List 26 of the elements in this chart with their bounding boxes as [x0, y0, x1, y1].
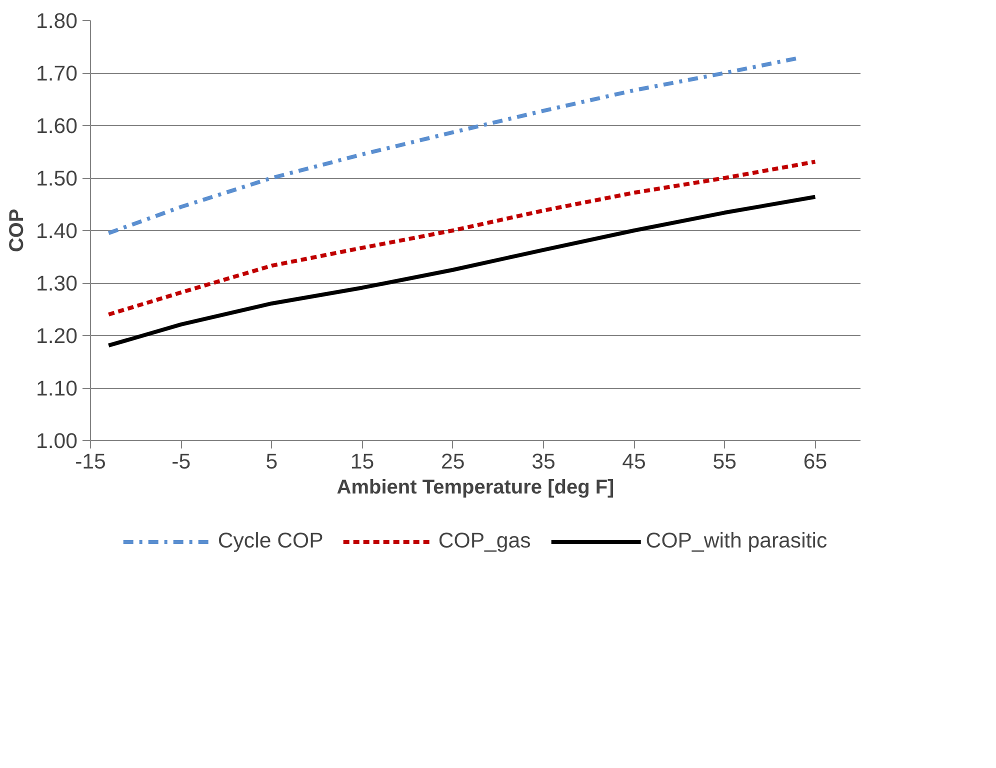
y-axis-title: COP [6, 208, 28, 252]
x-tick-label: 55 [712, 450, 736, 474]
y-tick-label: 1.20 [36, 324, 78, 348]
line-series [106, 160, 818, 316]
x-tick-label: 25 [440, 450, 465, 474]
x-tick-label: -5 [172, 450, 191, 474]
x-tick-label: 5 [266, 450, 278, 474]
x-tick-label: 65 [803, 450, 828, 474]
y-tick-label: 1.00 [36, 429, 78, 453]
legend-label: COP_with parasitic [646, 528, 828, 554]
legend-label: Cycle COP [218, 528, 324, 554]
x-axis-title: Ambient Temperature [deg F] [336, 476, 614, 498]
line-series [106, 194, 818, 348]
y-tick-label: 1.60 [36, 114, 78, 138]
y-tick-label: 1.50 [36, 166, 78, 190]
line-series [106, 56, 800, 236]
y-tick-label: 1.80 [36, 9, 78, 33]
y-tick-label: 1.30 [36, 272, 78, 296]
legend-label: COP_gas [438, 528, 531, 554]
y-tick-label: 1.70 [36, 62, 78, 86]
x-tick-label: 15 [350, 450, 374, 474]
y-tick-label: 1.10 [36, 376, 78, 400]
y-tick-label: 1.40 [36, 219, 78, 243]
x-tick-label: -15 [75, 450, 106, 474]
x-tick-label: 45 [622, 450, 646, 474]
x-tick-label: 35 [532, 450, 556, 474]
